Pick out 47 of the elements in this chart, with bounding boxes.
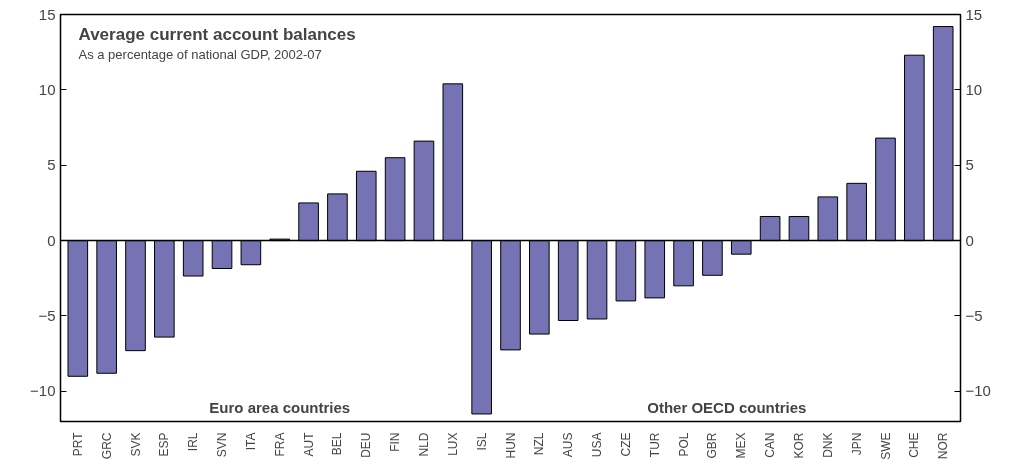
x-tick-label: GRC [99,432,114,460]
y2-tick-label: 10 [965,80,983,98]
x-tick-label: AUT [301,431,316,457]
y-tick-label: −10 [30,382,56,400]
y2-tick-label: 15 [965,5,983,23]
x-tick-label: CZE [618,432,633,457]
y-tick-label: 0 [47,231,56,249]
x-tick-label: NLD [416,432,431,457]
y2-tick-label: −5 [965,306,983,324]
x-tick-label: USA [590,432,605,458]
x-tick-label: CAN [763,432,778,458]
x-tick-label: SWE [878,432,893,460]
x-tick-label: NZL [532,432,547,456]
y-tick-label: −5 [38,306,56,324]
annotation: Other OECD countries [647,398,807,416]
x-tick-label: DEU [359,432,374,458]
x-tick-label: MEX [734,432,749,459]
x-tick-label: CHE [907,432,922,458]
x-tick-label: JPN [849,432,864,456]
x-tick-label: LUX [445,432,460,456]
x-tick-label: ISL [474,432,489,451]
y-tick-label: 15 [38,5,56,23]
y-tick-label: 5 [47,156,56,174]
x-tick-label: GBR [705,432,720,459]
y-tick-label: 10 [38,80,56,98]
x-tick-label: TUR [647,432,662,458]
y2-tick-label: −10 [965,382,991,400]
x-tick-label: FIN [388,432,403,452]
x-tick-label: POL [676,432,691,457]
x-tick-label: IRL [186,432,201,452]
x-tick-label: SVK [128,432,143,457]
x-tick-label: BEL [330,432,345,456]
x-tick-label: AUS [561,432,576,458]
x-tick-label: SVN [215,432,230,458]
y2-tick-label: 0 [965,231,974,249]
text: Average current account balances [78,24,356,44]
x-tick-label: HUN [503,432,518,459]
text: As a percentage of national GDP, 2002-07 [78,46,322,62]
x-tick-label: DNK [820,432,835,458]
x-tick-label: NOR [936,432,951,460]
annotation: Euro area countries [209,398,351,416]
x-tick-label: FRA [272,432,287,457]
x-tick-label: ESP [157,432,172,457]
x-tick-label: ITA [243,432,258,451]
x-tick-label: PRT [70,431,85,457]
x-tick-label: KOR [791,432,806,459]
y2-tick-label: 5 [965,156,974,174]
